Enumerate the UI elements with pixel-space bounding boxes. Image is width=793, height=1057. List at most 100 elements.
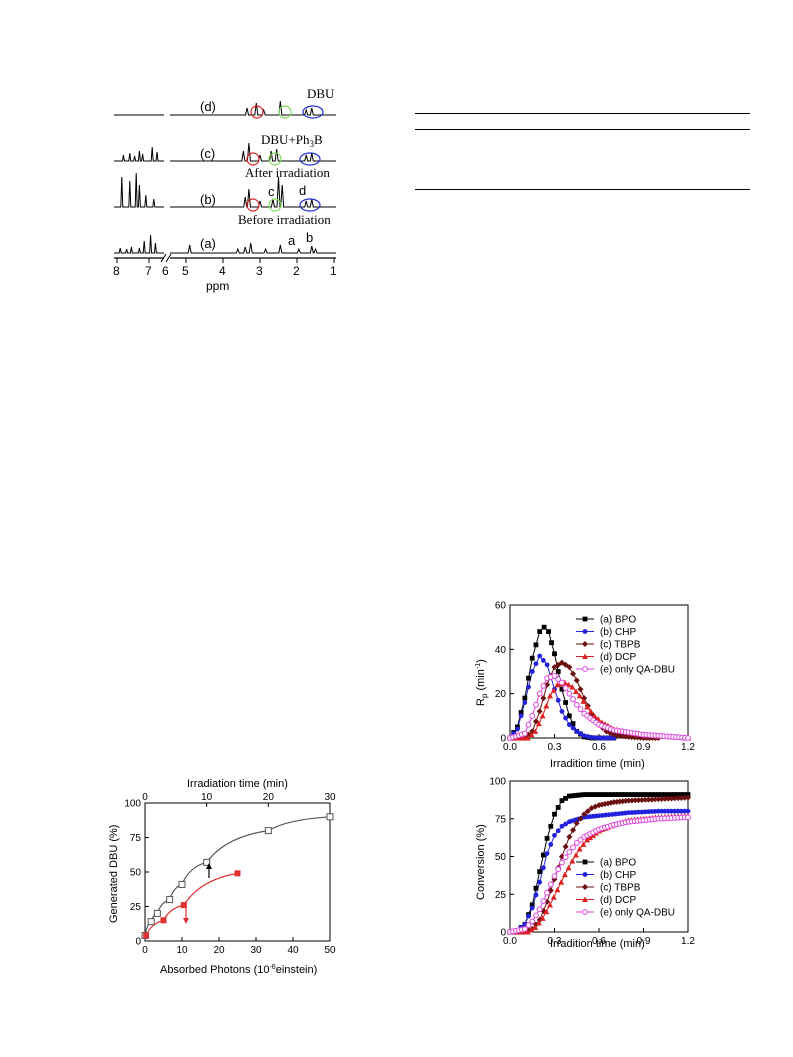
dbu-y-label: Generated DBU (%) [108, 825, 120, 923]
conv-point [625, 797, 632, 804]
conv-point [555, 866, 562, 873]
conv-point [584, 792, 590, 797]
rp-point [559, 686, 565, 692]
conv-point [669, 792, 674, 797]
rp-point [521, 730, 528, 737]
conv-point [642, 796, 649, 803]
conv-point [592, 803, 599, 810]
rp-point [547, 692, 554, 699]
rp-point [555, 697, 561, 703]
conv-point [580, 841, 587, 847]
conv-point [547, 881, 554, 888]
conv-point [550, 894, 557, 900]
rp-legend-marker [582, 653, 588, 659]
conv-point [533, 892, 539, 898]
nmr-spectra-figure: (d) (c) (b) (a) DBU DBU+Ph3B After irrad… [113, 86, 337, 293]
nmr-x-label: ppm [206, 279, 229, 293]
trace-title-dbu: DBU [307, 86, 335, 101]
conv-point [543, 908, 550, 915]
rp-point [566, 690, 573, 697]
rp-rate-chart: 0.0 0.3 0.6 0.9 1.2 0 20 40 60 (a) BPO(b) CHP (c)… [475, 601, 695, 771]
conv-legend-label: (a) BPO [600, 858, 636, 869]
conv-point [675, 792, 681, 797]
rp-point [522, 695, 528, 701]
conv-point [659, 808, 665, 814]
rp-point [544, 681, 551, 688]
conv-point [599, 792, 605, 797]
dbu-y-tick-label: 75 [130, 833, 142, 844]
conv-legend-label: (d) DCP [600, 895, 636, 906]
nmr-tick-8: 8 [113, 264, 120, 278]
conv-point [573, 820, 580, 827]
peak-letter-d: d [299, 183, 306, 198]
conv-point [573, 851, 580, 858]
table-bottom-rule [415, 189, 750, 190]
rp-point [522, 700, 528, 705]
rp-point [526, 684, 531, 690]
dbu-point [153, 909, 161, 917]
nmr-tick-1: 1 [330, 264, 337, 278]
conv-point [552, 832, 557, 838]
dbu-y-tick-label: 100 [124, 799, 141, 810]
green-circle-0 [278, 105, 292, 119]
conv-x-tick-label: 0.3 [548, 936, 562, 947]
conv-point [544, 835, 550, 841]
rp-x-label: Irradition time (min) [550, 758, 645, 770]
conv-point [672, 808, 678, 814]
dbu-x2-tick-label: 0 [142, 792, 148, 803]
peak-letter-a: a [288, 233, 296, 248]
conv-point [573, 840, 580, 846]
conv-y-tick-label: 75 [495, 814, 507, 825]
conv-point [682, 808, 688, 814]
rp-point [566, 664, 573, 671]
rp-point [529, 669, 535, 674]
conv-point [575, 792, 581, 798]
rp-point [540, 695, 547, 702]
rp-point [611, 735, 617, 741]
conv-point [533, 885, 539, 891]
rp-point [570, 696, 576, 703]
rp-point [592, 735, 598, 741]
conv-series-markers [507, 792, 691, 935]
conv-point [665, 795, 672, 802]
conv-point [655, 792, 661, 797]
conv-point [596, 792, 602, 797]
rp-point [558, 659, 565, 666]
conv-point [661, 795, 668, 802]
conv-y-label: Conversion (%) [475, 824, 487, 900]
dbu-point [203, 858, 211, 866]
conv-point [528, 926, 535, 933]
dbu-x-label: Absorbed Photons (10-6einstein) [160, 964, 317, 976]
rp-point [539, 712, 546, 719]
conv-point [590, 792, 596, 797]
conv-point [672, 792, 678, 797]
conv-legend-label: (e) only QA-DBU [600, 908, 675, 919]
trace-a-line [114, 234, 336, 254]
conv-legend-marker [582, 909, 588, 915]
rp-point [541, 624, 547, 630]
conv-point [645, 796, 652, 803]
rp-point [543, 702, 550, 709]
rp-point [524, 735, 531, 741]
trace-label-c: (c) [200, 146, 215, 161]
dbu-y-tick-label: 25 [130, 902, 142, 913]
rp-x-tick-label: 1.2 [681, 742, 695, 753]
conv-point [636, 792, 641, 797]
conv-point [566, 833, 573, 840]
rp-point [566, 713, 572, 719]
conv-point [584, 808, 591, 815]
rp-point [570, 670, 577, 677]
nmr-tick-7: 7 [145, 264, 152, 278]
conv-legend-marker [582, 872, 588, 877]
conv-point [685, 814, 691, 821]
conv-point [559, 798, 565, 804]
trace-label-b: (b) [200, 192, 216, 207]
rp-point [525, 721, 532, 728]
rp-y-tick-label: 60 [495, 601, 507, 612]
conv-point [646, 792, 651, 797]
blue-circle-2 [299, 198, 321, 212]
rp-point [549, 640, 554, 646]
conv-point [587, 834, 594, 841]
conv-legend-marker [582, 859, 588, 865]
rp-point [518, 713, 524, 719]
